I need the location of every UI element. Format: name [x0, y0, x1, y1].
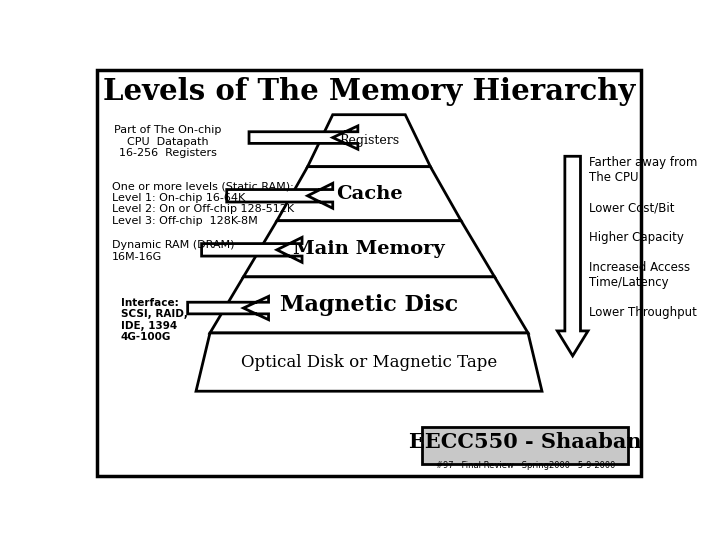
- Text: Dynamic RAM (DRAM)
16M-16G: Dynamic RAM (DRAM) 16M-16G: [112, 240, 235, 262]
- Text: One or more levels (Static RAM):
Level 1: On-chip 16-64K
Level 2: On or Off-chip: One or more levels (Static RAM): Level 1…: [112, 181, 294, 226]
- Text: Registers: Registers: [339, 134, 399, 147]
- Polygon shape: [249, 126, 358, 149]
- Polygon shape: [243, 221, 495, 277]
- Polygon shape: [277, 167, 461, 221]
- Text: Levels of The Memory Hierarchy: Levels of The Memory Hierarchy: [103, 77, 635, 106]
- Polygon shape: [227, 183, 333, 208]
- Polygon shape: [557, 156, 588, 356]
- Text: Farther away from
The CPU

Lower Cost/Bit

Higher Capacity

Increased Access
Tim: Farther away from The CPU Lower Cost/Bit…: [590, 156, 698, 319]
- Polygon shape: [188, 296, 269, 320]
- Polygon shape: [307, 114, 431, 167]
- Polygon shape: [202, 238, 302, 262]
- Text: Optical Disk or Magnetic Tape: Optical Disk or Magnetic Tape: [241, 354, 497, 370]
- Bar: [422, 427, 629, 464]
- Text: Magnetic Disc: Magnetic Disc: [280, 294, 458, 316]
- Text: Cache: Cache: [336, 185, 402, 202]
- Text: EECC550 - Shaaban: EECC550 - Shaaban: [409, 431, 642, 451]
- Text: Interface:
SCSI, RAID,
IDE, 1394
4G-100G: Interface: SCSI, RAID, IDE, 1394 4G-100G: [121, 298, 188, 342]
- Text: #97   Final Review   Spring2000   5-9-2000: #97 Final Review Spring2000 5-9-2000: [436, 461, 615, 470]
- Text: Part of The On-chip
CPU  Datapath
16-256  Registers: Part of The On-chip CPU Datapath 16-256 …: [114, 125, 222, 158]
- Text: Main Memory: Main Memory: [293, 240, 445, 258]
- Polygon shape: [196, 333, 542, 391]
- Polygon shape: [210, 277, 528, 333]
